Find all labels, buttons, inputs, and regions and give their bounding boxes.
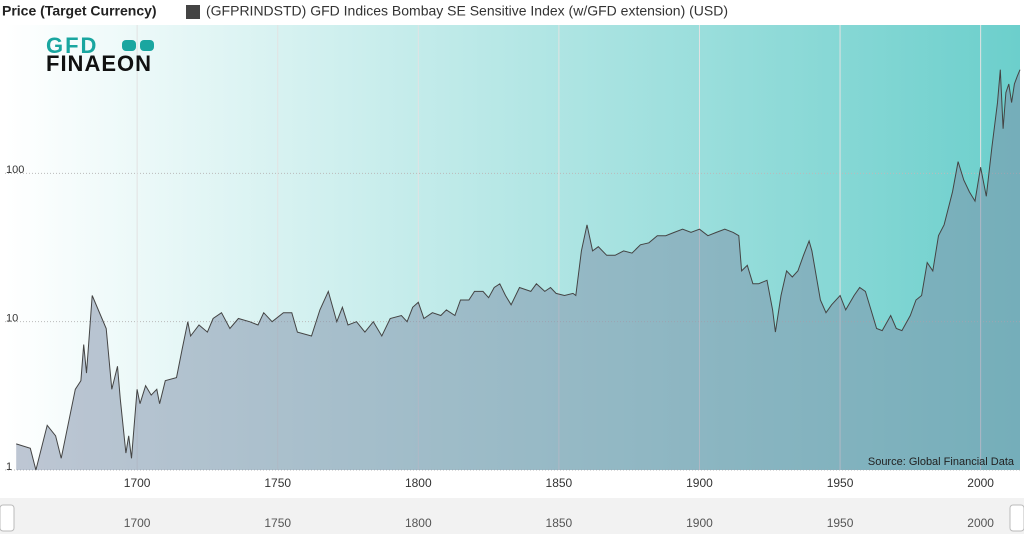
x-tick-label: 1800 bbox=[405, 476, 432, 490]
navigator[interactable] bbox=[0, 498, 1024, 534]
logo-top: GFD bbox=[46, 33, 98, 58]
navigator-label: 1950 bbox=[827, 516, 854, 530]
x-tick-label: 1950 bbox=[827, 476, 854, 490]
logo-bottom: FINAEON bbox=[46, 51, 152, 76]
x-tick-label: 1750 bbox=[264, 476, 291, 490]
x-tick-label: 2000 bbox=[967, 476, 994, 490]
navigator-label: 2000 bbox=[967, 516, 994, 530]
navigator-label: 1850 bbox=[546, 516, 573, 530]
x-tick-label: 1850 bbox=[546, 476, 573, 490]
navigator-label: 1700 bbox=[124, 516, 151, 530]
navigator-handle[interactable] bbox=[0, 504, 15, 532]
y-tick-label: 10 bbox=[6, 313, 18, 325]
legend-label[interactable]: (GFPRINDSTD) GFD Indices Bombay SE Sensi… bbox=[206, 3, 728, 19]
logo-leaf bbox=[122, 40, 136, 51]
y-tick-label: 100 bbox=[6, 164, 24, 176]
legend-swatch[interactable] bbox=[186, 5, 200, 19]
area bbox=[16, 69, 1020, 470]
y-tick-label: 1 bbox=[6, 461, 12, 473]
line bbox=[16, 69, 1021, 471]
x-tick-label: 1900 bbox=[686, 476, 713, 490]
x-tick-label: 1700 bbox=[124, 476, 151, 490]
navigator-label: 1750 bbox=[264, 516, 291, 530]
chart-title: Price (Target Currency) bbox=[2, 3, 157, 19]
navigator-label: 1900 bbox=[686, 516, 713, 530]
navigator-label: 1800 bbox=[405, 516, 432, 530]
logo-leaf bbox=[140, 40, 154, 51]
source-note: Source: Global Financial Data bbox=[868, 456, 1015, 468]
navigator-handle[interactable] bbox=[1009, 504, 1024, 532]
